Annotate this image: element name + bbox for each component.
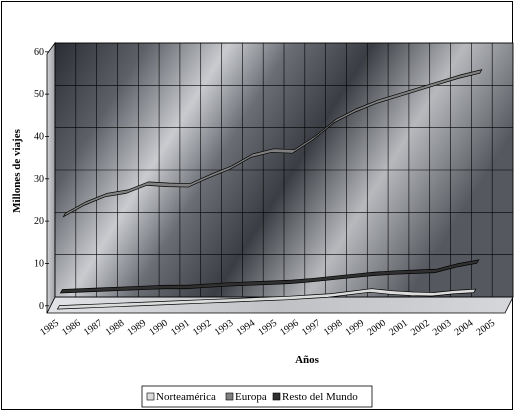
legend-label-norteamerica: Norteamérica [156,391,216,403]
y-axis-ticks: 0 10 20 30 40 50 60 [34,47,49,312]
x-tick-label: 1994 [235,318,258,338]
x-tick-label: 2000 [365,318,388,338]
legend-swatch-europa [225,392,234,401]
series-line-resto-del-mundo [59,259,480,294]
x-tick-label: 1988 [104,318,127,338]
y-tick-label: 0 [39,301,44,312]
y-tick-label: 60 [34,47,44,58]
x-tick-label: 1985 [38,318,61,338]
legend-swatch-norteamerica [146,392,155,401]
x-tick-label: 1986 [60,318,83,338]
x-tick-label: 1999 [344,318,367,338]
x-axis-ticks: 1985 1986 1987 1988 1989 1990 1991 1992 1993 1994… [38,318,497,338]
x-tick-label: 2003 [431,318,454,338]
x-tick-label: 1992 [191,318,214,338]
y-tick-label: 50 [34,89,44,100]
legend-swatch-resto-del-mundo [272,392,281,401]
x-tick-label: 1987 [82,318,105,338]
legend: Norteamérica Europa Resto del Mundo [141,385,373,408]
y-tick-label: 10 [34,258,44,269]
x-tick-label: 1997 [300,318,323,338]
legend-box [141,385,373,408]
plot-left-wall [46,41,56,314]
x-tick-label: 2002 [409,318,432,338]
x-tick-label: 1998 [322,318,345,338]
x-tick-label: 2005 [474,318,497,338]
series-layer [56,69,483,310]
series-line-norteamérica [56,288,477,310]
x-tick-label: 1989 [125,318,148,338]
y-tick-label: 40 [34,131,44,142]
x-tick-label: 1990 [147,318,170,338]
x-tick-label: 1995 [256,318,279,338]
x-tick-label: 2001 [387,318,410,338]
x-axis-title: Años [295,354,320,366]
legend-label-resto-del-mundo: Resto del Mundo [282,391,358,403]
x-tick-label: 2004 [453,318,476,338]
x-tick-label: 1991 [169,318,192,338]
y-axis-title: Millones de viajes [11,128,23,212]
x-tick-label: 1993 [213,318,236,338]
y-tick-label: 30 [34,174,44,185]
y-tick-label: 20 [34,216,44,227]
x-tick-label: 1996 [278,318,301,338]
series-line-europa [62,69,483,218]
gridlines [54,42,514,298]
legend-label-europa: Europa [235,391,267,403]
